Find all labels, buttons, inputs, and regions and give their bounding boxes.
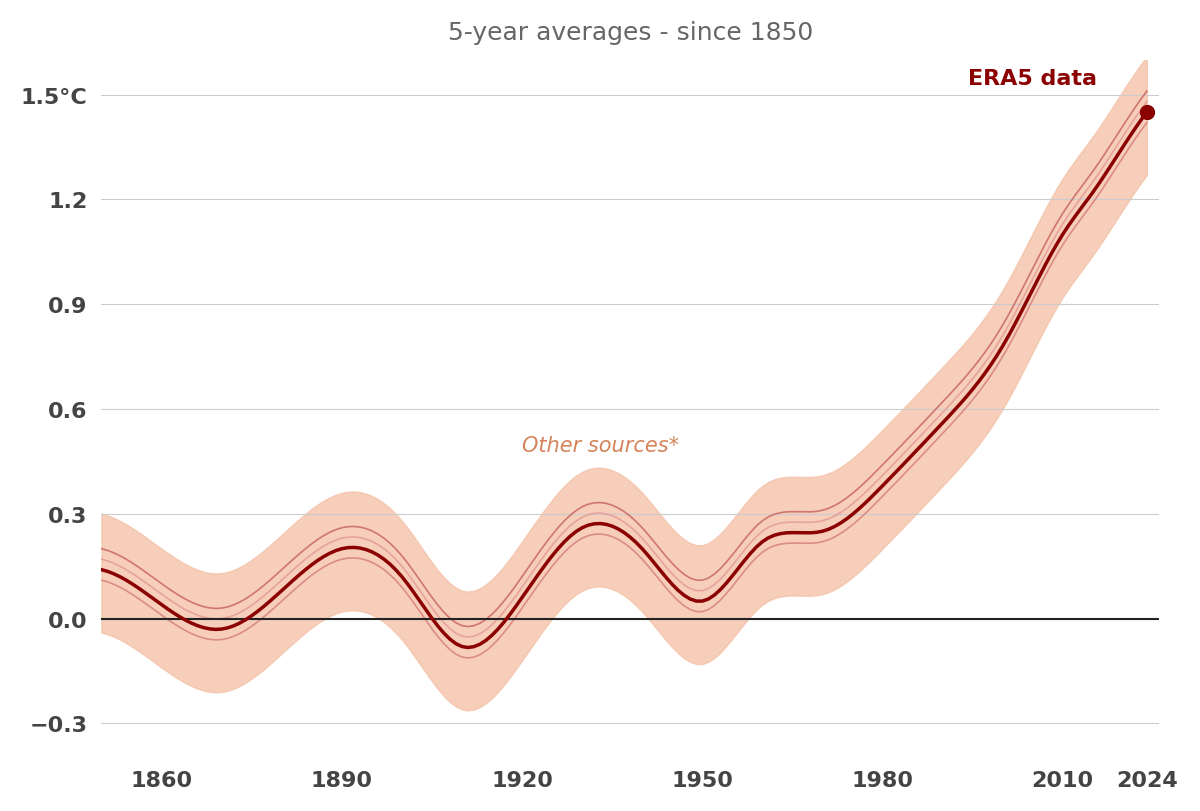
Text: ERA5 data: ERA5 data (968, 69, 1097, 89)
Text: Other sources*: Other sources* (522, 436, 679, 455)
Title: 5-year averages - since 1850: 5-year averages - since 1850 (448, 21, 812, 45)
